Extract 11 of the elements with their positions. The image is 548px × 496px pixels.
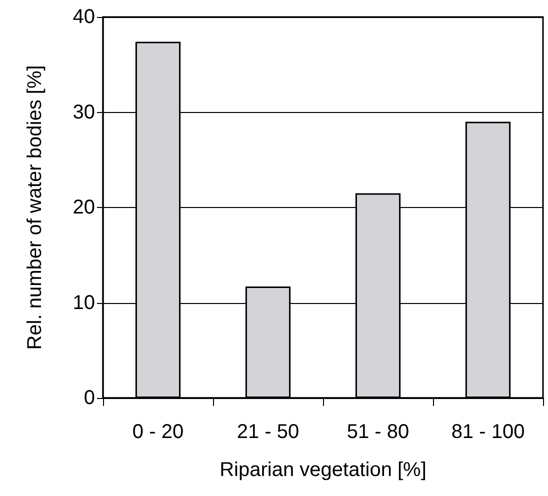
- x-tick-label: 51 - 80: [346, 421, 410, 443]
- x-axis-title: Riparian vegetation [%]: [220, 459, 426, 481]
- y-tick-label: 40: [72, 6, 95, 28]
- y-tick-label: 20: [72, 196, 95, 218]
- y-axis-title: Rel. number of water bodies [%]: [24, 65, 46, 350]
- x-tick-label: 21 - 50: [236, 421, 300, 443]
- x-tick-label: 0 - 20: [132, 421, 184, 443]
- x-tick-label: 81 - 100: [451, 421, 525, 443]
- y-tick-label: 10: [72, 292, 95, 314]
- y-tick-label: 30: [72, 101, 95, 124]
- y-tick-label: 0: [84, 387, 95, 409]
